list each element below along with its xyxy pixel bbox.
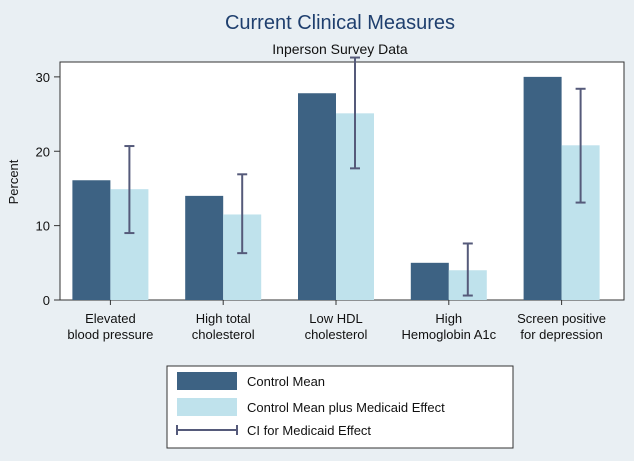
x-tick-label: cholesterol: [305, 327, 368, 342]
chart-title: Current Clinical Measures: [225, 12, 455, 34]
y-axis-label: Percent: [6, 159, 21, 204]
y-tick-label: 10: [36, 219, 50, 234]
legend: Control Mean Control Mean plus Medicaid E…: [166, 365, 514, 449]
x-tick-label: High total: [196, 311, 251, 326]
x-tick-label: High: [435, 311, 462, 326]
control-mean-bar: [185, 195, 224, 300]
legend-label: Control Mean: [247, 374, 325, 389]
control-mean-bar: [410, 262, 449, 300]
control-mean-bar: [298, 93, 336, 300]
x-tick-label: Low HDL: [309, 311, 362, 326]
x-tick-label: cholesterol: [192, 327, 255, 342]
x-tick-label: Elevated: [85, 311, 136, 326]
legend-label: CI for Medicaid Effect: [247, 423, 371, 438]
legend-swatch: [177, 372, 237, 390]
legend-label: Control Mean plus Medicaid Effect: [247, 400, 445, 415]
x-tick-label: blood pressure: [67, 327, 153, 342]
x-tick-label: Screen positive: [517, 311, 606, 326]
x-tick-label: for depression: [520, 327, 602, 342]
chart-subtitle: Inperson Survey Data: [272, 41, 408, 57]
x-tick-label: Hemoglobin A1c: [401, 327, 496, 342]
y-tick-label: 20: [36, 144, 50, 159]
y-tick-label: 30: [36, 70, 50, 85]
control-mean-bar: [523, 76, 562, 300]
control-mean-bar: [72, 180, 111, 300]
y-tick-label: 0: [43, 293, 50, 308]
legend-swatch: [177, 398, 237, 416]
